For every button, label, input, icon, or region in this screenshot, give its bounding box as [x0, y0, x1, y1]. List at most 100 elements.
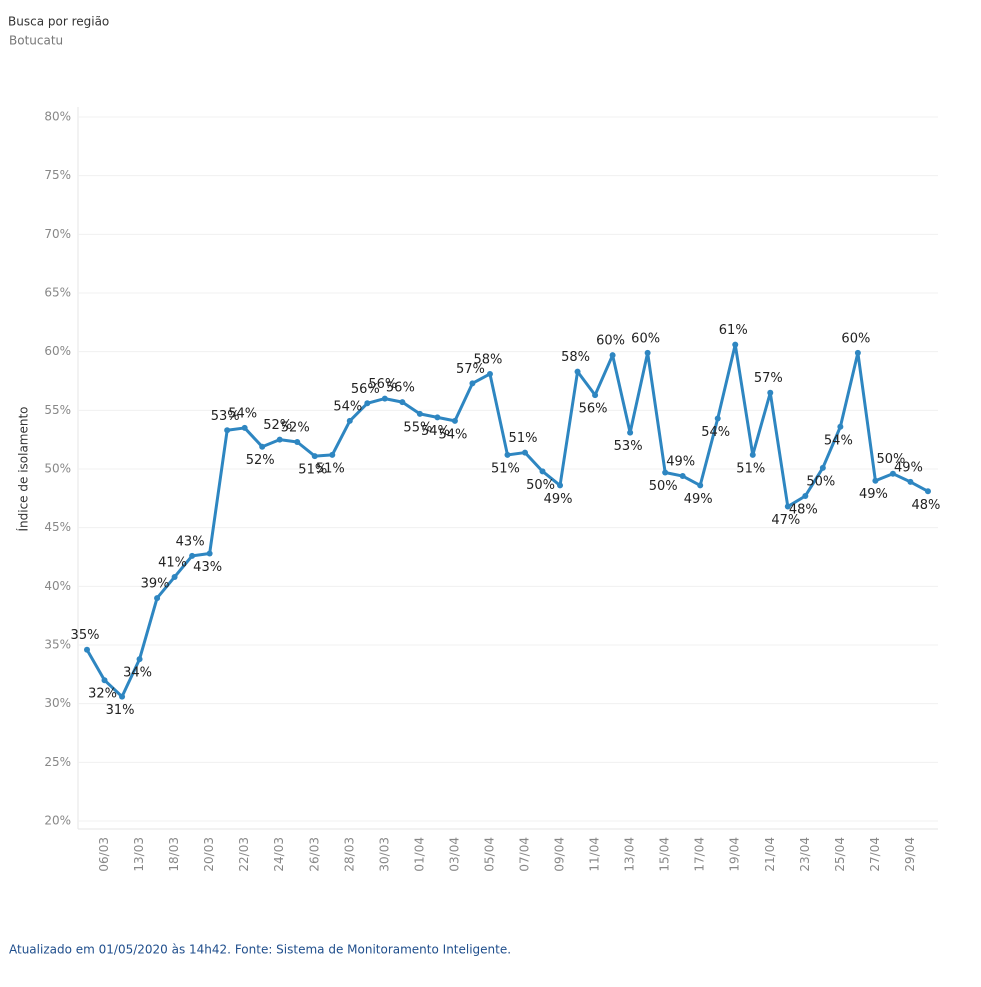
- x-tick-label: 28/03: [342, 837, 356, 872]
- footer: Atualizado em 01/05/2020 às 14h42. Fonte…: [9, 943, 511, 957]
- value-label: 54%: [824, 433, 853, 448]
- point: [889, 470, 896, 477]
- y-tick-label: 60%: [44, 344, 71, 358]
- point: [451, 417, 458, 424]
- point: [732, 341, 739, 348]
- point: [276, 436, 283, 443]
- point: [364, 400, 371, 407]
- value-label: 51%: [736, 461, 765, 476]
- point: [539, 468, 546, 475]
- x-tick-label: 21/04: [763, 837, 777, 872]
- value-label: 57%: [754, 371, 783, 386]
- value-label: 54%: [701, 425, 730, 440]
- x-tick-label: 24/03: [272, 837, 286, 872]
- chart-title: Busca por região: [8, 15, 109, 29]
- y-axis-label: Índice de isolamento: [16, 406, 31, 531]
- value-label: 35%: [71, 628, 100, 643]
- value-label: 55%: [403, 420, 432, 435]
- value-label: 49%: [666, 455, 695, 470]
- x-tick-label: 20/03: [202, 837, 216, 872]
- point: [154, 595, 161, 602]
- x-tick-label: 01/04: [412, 837, 426, 872]
- y-tick-label: 50%: [44, 462, 71, 476]
- x-tick-label: 11/04: [588, 837, 602, 872]
- value-label: 58%: [561, 350, 590, 365]
- point: [399, 399, 406, 406]
- point: [171, 573, 178, 580]
- point: [802, 492, 809, 499]
- x-tick-label: 05/04: [482, 837, 496, 872]
- y-tick-label: 45%: [44, 520, 71, 534]
- x-tick-label: 23/04: [798, 837, 812, 872]
- point: [206, 550, 213, 557]
- point: [574, 368, 581, 375]
- line: [85, 343, 929, 699]
- value-label: 60%: [631, 331, 660, 346]
- x-tick-label: 25/04: [833, 837, 847, 872]
- value-label: 50%: [649, 479, 678, 494]
- point: [837, 423, 844, 430]
- x-tick-label: 09/04: [553, 837, 567, 872]
- point: [522, 449, 528, 456]
- value-label: 54%: [333, 399, 362, 414]
- point: [504, 451, 511, 458]
- x-tick-label: 06/03: [97, 837, 111, 872]
- value-label: 54%: [438, 427, 467, 442]
- value-label: 53%: [614, 439, 643, 454]
- point: [592, 392, 599, 399]
- value-label: 52%: [246, 453, 275, 468]
- y-tick-label: 30%: [44, 696, 71, 710]
- y-tick-label: 80%: [44, 110, 71, 124]
- x-tick-label: 19/04: [728, 837, 742, 872]
- x-tick-label: 17/04: [693, 837, 707, 872]
- point: [609, 352, 616, 359]
- y-tick-label: 55%: [44, 403, 71, 417]
- point: [259, 443, 266, 450]
- value-label: 52%: [263, 418, 292, 433]
- value-label: 54%: [228, 406, 257, 421]
- point: [697, 482, 704, 489]
- point: [714, 415, 721, 422]
- chart-subtitle: Botucatu: [9, 34, 63, 48]
- value-label: 43%: [176, 534, 205, 549]
- x-tick-label: 29/04: [903, 837, 917, 872]
- value-label: 56%: [386, 381, 415, 396]
- value-label: 57%: [456, 362, 485, 377]
- value-label: 50%: [876, 452, 905, 467]
- x-tick-label: 18/03: [167, 837, 181, 872]
- point: [101, 677, 108, 684]
- x-tick-label: 22/03: [237, 837, 251, 872]
- value-label: 56%: [579, 402, 608, 417]
- value-label: 49%: [684, 492, 713, 507]
- point: [819, 464, 826, 471]
- point: [679, 473, 686, 480]
- x-tick-label: 15/04: [658, 837, 672, 872]
- y-tick-label: 65%: [44, 286, 71, 300]
- point: [662, 469, 669, 476]
- point: [189, 552, 196, 559]
- value-label: 43%: [193, 560, 222, 575]
- value-label: 48%: [912, 498, 941, 513]
- value-label: 60%: [596, 334, 625, 349]
- y-tick-label: 35%: [44, 638, 71, 652]
- point: [119, 693, 126, 700]
- y-tick-label: 40%: [44, 579, 71, 593]
- value-label: 39%: [141, 577, 170, 592]
- point: [767, 389, 774, 396]
- x-tick-label: 30/03: [377, 837, 391, 872]
- x-tick-label: 13/04: [623, 837, 637, 872]
- value-label: 51%: [509, 431, 538, 446]
- x-tick-label: 27/04: [868, 837, 882, 872]
- value-label: 58%: [474, 352, 503, 367]
- value-label: 48%: [789, 502, 818, 517]
- value-label: 50%: [526, 478, 555, 493]
- point: [224, 427, 231, 434]
- point: [557, 482, 564, 489]
- point: [241, 424, 248, 431]
- x-tick-label: 26/03: [307, 837, 321, 872]
- value-label: 53%: [211, 409, 240, 424]
- value-label: 61%: [719, 323, 748, 338]
- value-label: 47%: [771, 513, 800, 528]
